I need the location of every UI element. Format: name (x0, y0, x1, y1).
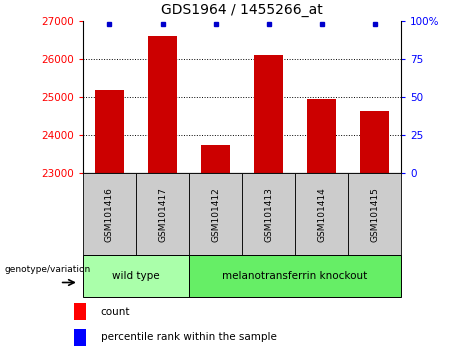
Text: GSM101417: GSM101417 (158, 187, 167, 242)
Bar (254, 56, 283, 173)
Bar (136, 173, 189, 255)
Bar (83, 173, 136, 255)
Title: GDS1964 / 1455266_at: GDS1964 / 1455266_at (161, 4, 323, 17)
Text: melanotransferrin knockout: melanotransferrin knockout (222, 271, 368, 281)
Bar (95, 90, 124, 173)
Bar (201, 145, 230, 173)
Text: genotype/variation: genotype/variation (4, 265, 90, 274)
Bar (307, 99, 336, 173)
Bar (189, 173, 242, 255)
Bar (148, 36, 177, 173)
Bar (74, 329, 86, 346)
Text: count: count (101, 307, 130, 316)
Text: percentile rank within the sample: percentile rank within the sample (101, 332, 277, 342)
Bar (360, 111, 389, 173)
Bar (242, 173, 295, 255)
Bar (348, 173, 401, 255)
Text: GSM101415: GSM101415 (370, 187, 379, 242)
Bar (83, 255, 189, 297)
Bar (189, 255, 401, 297)
Text: wild type: wild type (112, 271, 160, 281)
Text: GSM101412: GSM101412 (211, 187, 220, 241)
Bar (295, 173, 348, 255)
Text: GSM101416: GSM101416 (105, 187, 114, 242)
Bar (74, 303, 86, 320)
Text: GSM101413: GSM101413 (264, 187, 273, 242)
Text: GSM101414: GSM101414 (317, 187, 326, 241)
